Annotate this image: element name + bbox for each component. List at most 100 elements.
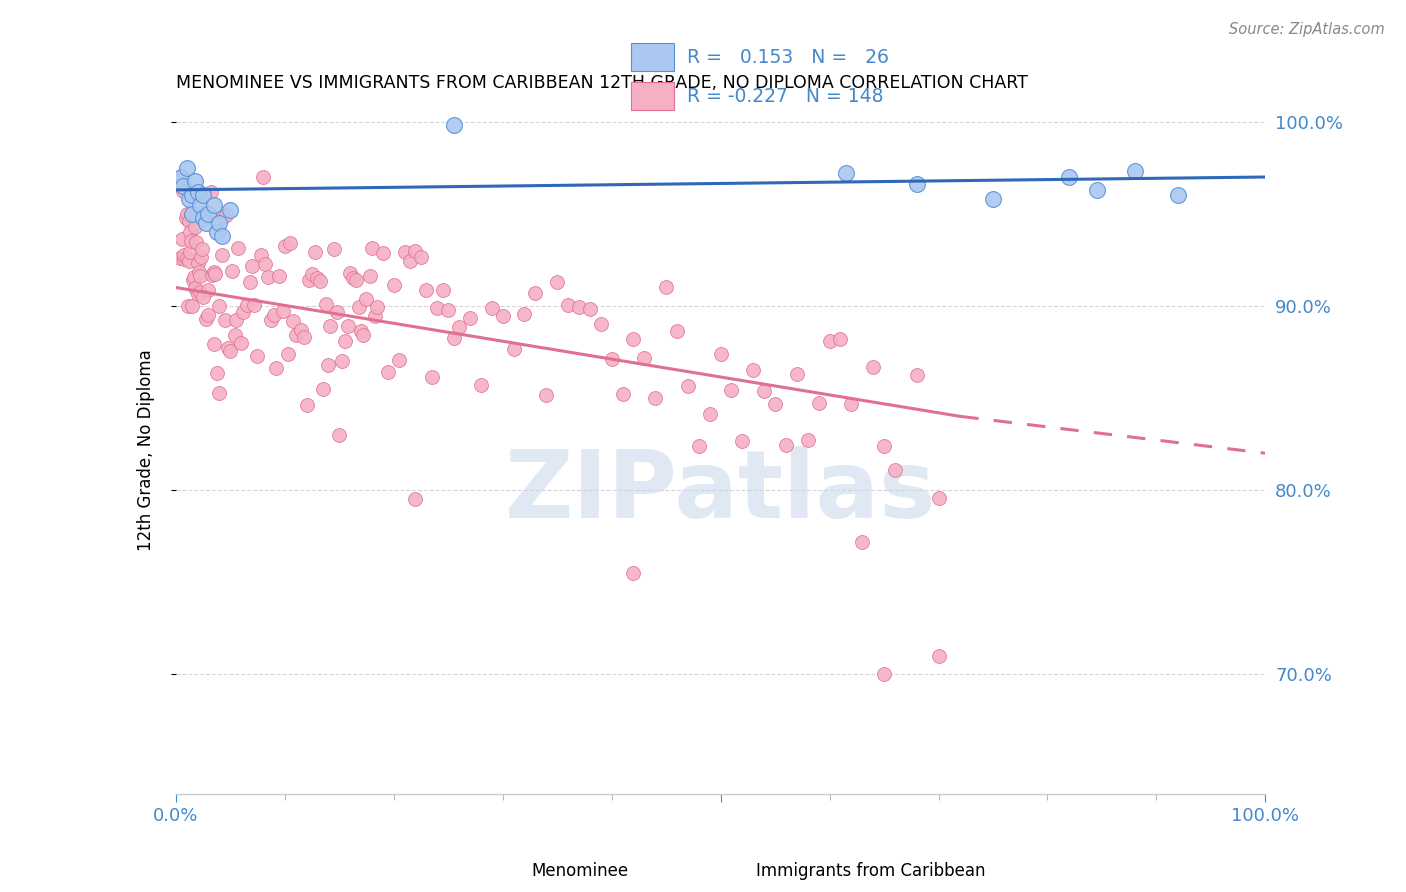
Point xyxy=(201,268,224,283)
Point xyxy=(377,365,399,379)
Point xyxy=(202,336,225,351)
Point xyxy=(524,285,547,300)
Point xyxy=(186,256,209,270)
Point xyxy=(405,492,427,507)
Point xyxy=(676,378,699,392)
Point xyxy=(437,303,460,318)
Point xyxy=(862,359,884,374)
Point xyxy=(197,207,219,221)
Point xyxy=(226,241,249,255)
Point xyxy=(633,351,655,366)
Point xyxy=(366,300,388,314)
Point xyxy=(344,272,367,286)
Point xyxy=(172,184,194,198)
Point xyxy=(394,244,416,259)
Point xyxy=(188,197,211,211)
Point xyxy=(174,211,197,225)
Point xyxy=(181,299,204,313)
Point xyxy=(243,298,266,312)
Point xyxy=(292,329,315,343)
Point xyxy=(873,667,896,681)
Text: MENOMINEE VS IMMIGRANTS FROM CARIBBEAN 12TH GRADE, NO DIPLOMA CORRELATION CHART: MENOMINEE VS IMMIGRANTS FROM CARIBBEAN 1… xyxy=(176,74,1028,92)
Point xyxy=(184,219,207,234)
Point xyxy=(177,299,200,313)
Point xyxy=(284,328,307,343)
Point xyxy=(312,382,335,396)
Point xyxy=(534,388,557,402)
Point xyxy=(621,332,644,346)
Point xyxy=(191,243,214,257)
Point xyxy=(600,351,623,366)
Point xyxy=(315,296,337,310)
Point xyxy=(176,251,198,265)
Point xyxy=(186,185,209,199)
Point xyxy=(873,439,896,453)
Text: R =   0.153   N =   26: R = 0.153 N = 26 xyxy=(686,48,889,67)
Point xyxy=(177,214,200,228)
Point xyxy=(231,336,253,351)
Point xyxy=(177,253,200,268)
Point xyxy=(211,248,233,262)
Point xyxy=(319,318,342,333)
Point xyxy=(513,307,536,321)
Point xyxy=(731,434,754,448)
Point xyxy=(177,192,200,206)
Point xyxy=(219,203,242,218)
Point xyxy=(252,169,274,184)
Point xyxy=(263,308,285,322)
Point xyxy=(328,427,350,442)
Point xyxy=(851,534,873,549)
Point xyxy=(173,252,195,267)
Point xyxy=(710,347,733,361)
Point xyxy=(197,284,219,298)
Point xyxy=(546,275,568,289)
Point xyxy=(415,283,437,297)
Point xyxy=(763,397,786,411)
Point xyxy=(399,254,422,268)
Point xyxy=(190,250,212,264)
Point xyxy=(1057,169,1080,184)
Point xyxy=(184,280,207,294)
Point xyxy=(173,248,195,262)
Point xyxy=(754,384,776,399)
Point xyxy=(191,290,214,304)
Point xyxy=(221,264,243,278)
Point xyxy=(259,313,281,327)
Point xyxy=(420,369,443,384)
Point xyxy=(1085,183,1108,197)
Point xyxy=(579,302,602,317)
Point xyxy=(179,225,201,239)
Point xyxy=(274,239,297,253)
Point xyxy=(211,229,233,244)
Point xyxy=(342,271,364,285)
Point xyxy=(786,367,808,381)
Point xyxy=(322,242,344,256)
Point xyxy=(200,185,222,199)
Point xyxy=(409,250,432,264)
Point xyxy=(928,648,950,663)
Point xyxy=(928,491,950,505)
Point xyxy=(278,236,301,251)
Point xyxy=(905,178,928,192)
Point xyxy=(720,384,742,398)
Point xyxy=(186,235,208,249)
Point xyxy=(742,363,765,377)
Point xyxy=(188,268,211,283)
Point xyxy=(352,327,374,342)
Point xyxy=(195,216,218,230)
Point xyxy=(224,327,246,342)
Point xyxy=(621,566,644,580)
Point xyxy=(184,174,207,188)
Point xyxy=(307,271,329,285)
Point xyxy=(481,301,503,315)
Point xyxy=(447,319,470,334)
Point xyxy=(568,300,591,314)
Point xyxy=(336,319,359,334)
Point xyxy=(688,439,710,453)
Text: Immigrants from Caribbean: Immigrants from Caribbean xyxy=(756,863,986,880)
Point xyxy=(470,377,492,392)
Point xyxy=(388,353,411,368)
Point xyxy=(295,398,318,412)
Point xyxy=(360,241,382,255)
Point xyxy=(492,309,515,323)
